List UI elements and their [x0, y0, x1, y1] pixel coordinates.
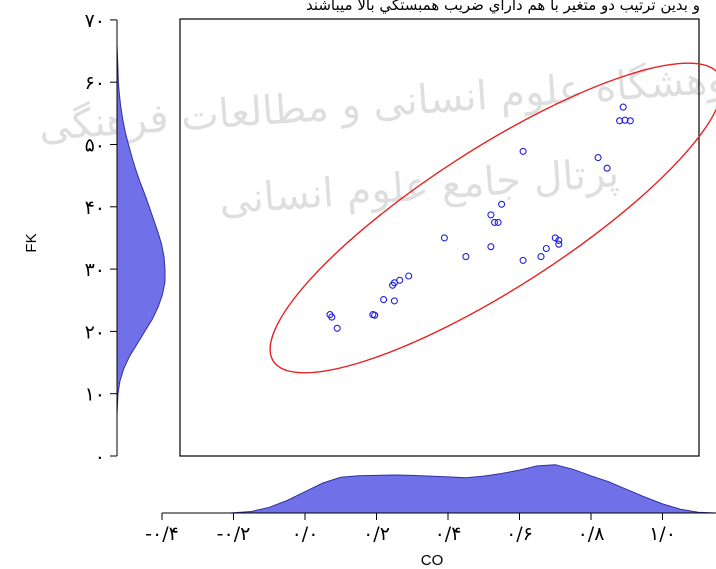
data-point [380, 296, 388, 304]
data-point [462, 253, 470, 261]
data-point [537, 253, 545, 261]
confidence-ellipse [269, 62, 716, 374]
data-point [619, 103, 627, 111]
y-tick-label: ۶۰ [85, 72, 105, 94]
y-density-panel [116, 44, 166, 416]
data-point [396, 276, 404, 284]
data-point [519, 147, 527, 155]
data-point [333, 324, 341, 332]
data-point [405, 272, 413, 280]
header-text: و بدين ترتيب دو متغير با هم داراي ضريب ه… [306, 0, 700, 15]
watermark-line2: پرتال جامع علوم انسانی [218, 150, 621, 224]
x-tick-label: -۰/۲ [217, 523, 251, 545]
data-point [487, 243, 495, 251]
data-point [490, 218, 499, 226]
x-tick-label: ۰/۰ [292, 523, 319, 545]
x-tick-label: ۰/۸ [578, 523, 605, 545]
x-axis-label: CO [421, 552, 444, 569]
y-axis: ۰ ۱۰ ۲۰ ۳۰ ۴۰ ۵۰ ۶۰ ۷۰ [85, 10, 118, 468]
y-tick-label: ۴۰ [85, 197, 105, 219]
y-axis-label: FK [23, 233, 40, 252]
data-point [594, 154, 602, 162]
x-tick-label: ۰/۶ [506, 523, 533, 545]
x-tick-label: -۰/۴ [145, 523, 179, 545]
data-point [494, 218, 502, 226]
data-point [542, 244, 550, 253]
y-tick-label: ۰ [95, 446, 105, 468]
x-density-panel [229, 464, 716, 514]
data-point [390, 297, 398, 305]
data-point [603, 164, 611, 172]
data-points [326, 103, 634, 332]
y-tick-label: ۳۰ [85, 259, 105, 281]
y-tick-label: ۱۰ [85, 384, 105, 406]
data-point [626, 117, 634, 125]
data-point [328, 313, 336, 321]
data-point [519, 256, 527, 264]
data-point [498, 200, 506, 208]
data-point [621, 116, 629, 124]
data-point [616, 117, 624, 125]
y-tick-label: ۵۰ [85, 135, 105, 157]
watermark-line1: پژوهشگاه علوم انسانی و مطالعات فرهنگی [37, 54, 716, 150]
x-tick-label: ۱/۰ [649, 523, 676, 545]
x-tick-label: ۰/۲ [363, 523, 390, 545]
ellipse-outline [269, 62, 716, 374]
y-tick-label: ۷۰ [85, 10, 105, 32]
x-density-curve [229, 464, 716, 514]
plot-frame [179, 18, 700, 457]
y-tick-label: ۲۰ [85, 321, 105, 343]
data-point [487, 211, 495, 219]
data-point [555, 240, 563, 248]
x-tick-label: ۰/۴ [435, 523, 462, 545]
data-point [555, 236, 563, 244]
y-density-curve [116, 44, 166, 416]
data-point [440, 234, 448, 242]
data-point [371, 311, 379, 319]
x-axis: -۰/۴-۰/۲۰/۰۰/۲۰/۴۰/۶۰/۸۱/۰۱/۲ [145, 512, 716, 545]
